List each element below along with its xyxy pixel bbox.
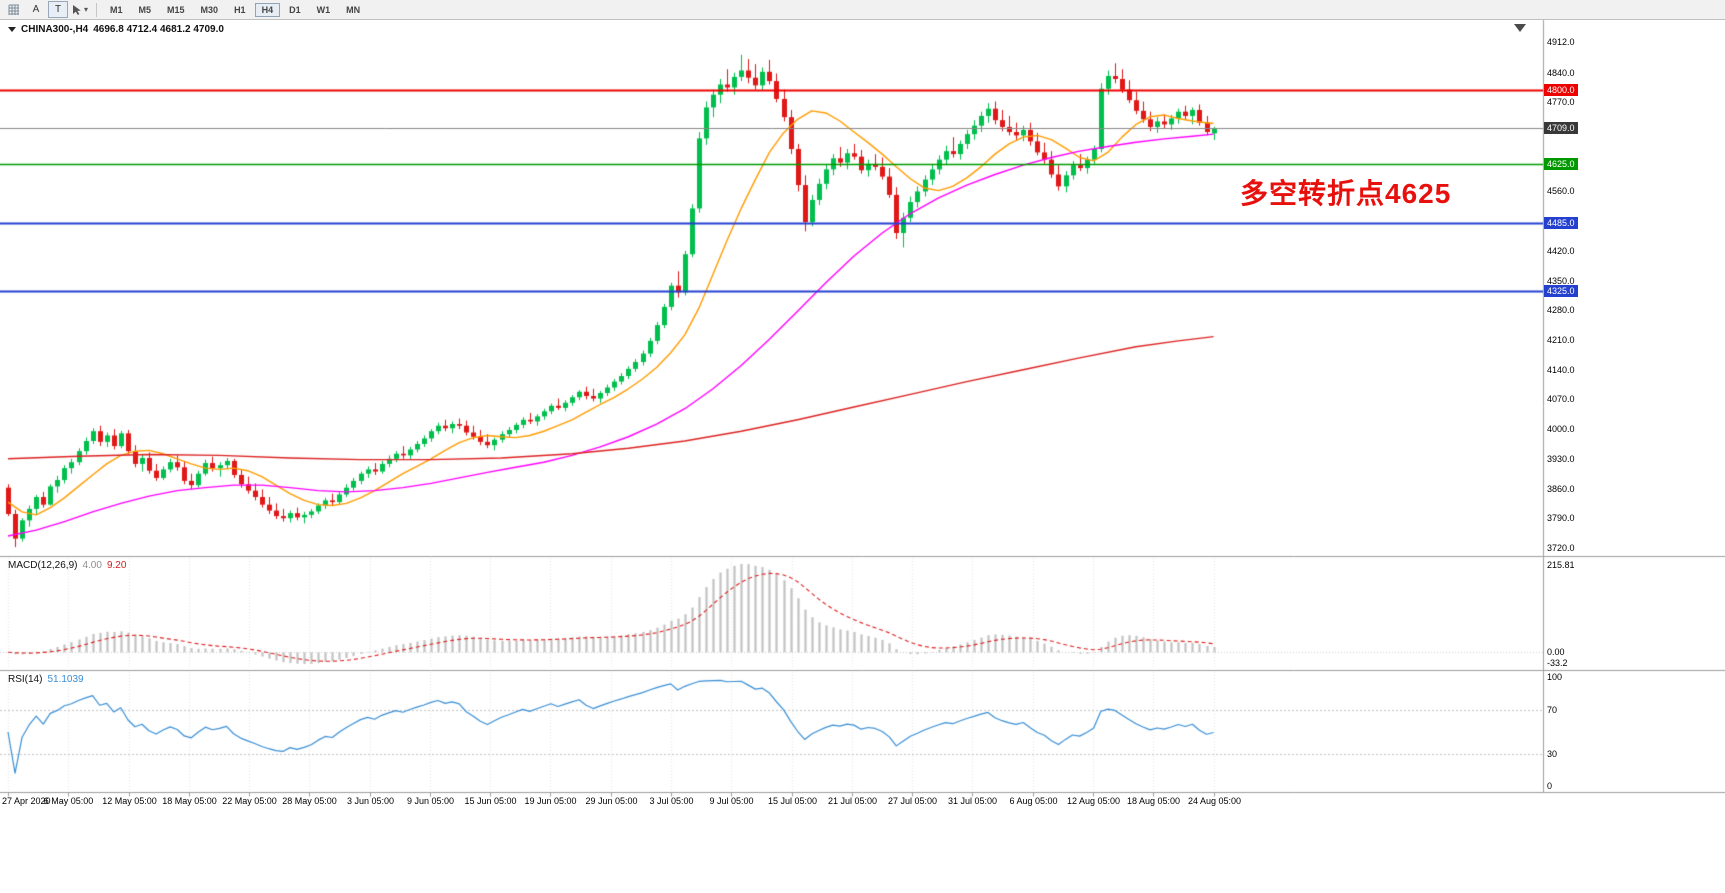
toolbar-separator: [96, 2, 97, 17]
timeframe-button-d1[interactable]: D1: [289, 4, 301, 15]
timeframe-button-h1[interactable]: H1: [234, 4, 246, 15]
timeframe-button-w1[interactable]: W1: [316, 4, 331, 15]
timeframe-button-mn[interactable]: MN: [346, 4, 361, 15]
chevron-down-icon: ▾: [83, 5, 88, 14]
cursor-tool-dropdown[interactable]: ▾: [70, 1, 90, 18]
text-label-tool-a: A: [32, 4, 40, 15]
grid-tool-icon[interactable]: [4, 1, 24, 18]
timeframe-button-m30[interactable]: M30: [200, 4, 219, 15]
toolbar: A T ▾ M1 M5 M15 M30 H1 H4 D1 W1 MN: [0, 0, 1725, 20]
cursor-icon: [72, 4, 81, 15]
timeframe-button-h4[interactable]: H4: [254, 2, 281, 17]
timeframe-toolbar: M1 M5 M15 M30 H1 H4 D1 W1 MN: [102, 2, 368, 17]
timeframe-button-m5[interactable]: M5: [138, 4, 152, 15]
text-tool-button[interactable]: T: [48, 1, 68, 18]
text-label-tool-button[interactable]: A: [26, 1, 46, 18]
text-tool-t: T: [54, 4, 62, 15]
timeframe-button-m15[interactable]: M15: [167, 4, 185, 15]
timeframe-button-m1[interactable]: M1: [110, 4, 123, 15]
